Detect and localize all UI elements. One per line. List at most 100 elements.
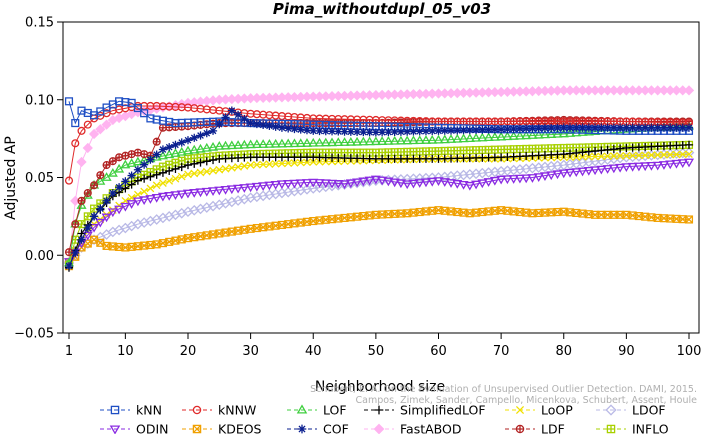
data-point-marker [353,127,362,137]
y-axis-title: Adjusted AP [3,136,19,220]
data-point-marker [251,139,262,149]
data-point-marker [458,180,469,190]
x-tick-label: 50 [368,344,385,359]
data-point-marker [471,132,482,142]
data-point-marker [377,136,388,145]
data-point-marker [220,140,231,150]
data-point-marker [171,140,180,149]
data-point-marker [383,136,394,145]
data-point-marker [165,166,174,175]
data-point-marker [516,425,524,433]
data-point-marker [133,176,142,185]
data-point-marker [289,138,300,148]
data-point-marker [552,170,563,180]
legend-label: LDF [541,422,565,434]
data-point-marker [208,156,218,165]
data-point-marker [660,150,668,159]
data-point-marker [546,171,557,181]
data-point-marker [151,193,162,203]
data-point-marker [327,127,337,136]
data-point-marker [402,180,413,190]
data-point-marker [152,170,161,179]
data-point-marker [253,160,261,169]
data-point-marker [182,145,194,155]
data-point-marker [345,179,356,189]
data-point-marker [420,178,432,188]
data-point-marker [171,174,180,183]
data-point-marker [445,179,457,188]
data-point-marker [684,140,694,149]
data-point-marker [220,185,231,195]
data-point-marker [396,127,405,136]
data-point-marker [208,141,219,151]
data-point-marker [271,159,280,168]
data-point-marker [534,124,543,133]
data-point-marker [590,123,600,132]
legend-label: kNN [136,403,162,418]
data-point-marker [539,129,550,139]
data-point-marker [296,404,308,414]
data-point-marker [515,405,525,415]
data-point-marker [158,145,168,154]
data-point-marker [115,153,123,161]
data-point-marker [140,174,149,183]
data-point-marker [684,123,694,132]
data-point-marker [403,127,412,136]
data-point-marker [227,163,236,172]
data-point-marker [641,151,650,160]
data-point-marker [290,124,299,134]
data-point-marker [489,131,500,141]
data-point-marker [301,138,313,147]
data-point-marker [590,166,601,176]
data-point-marker [258,139,269,148]
data-point-marker [453,126,462,135]
data-point-marker [389,178,400,188]
data-point-marker [571,127,582,137]
data-point-marker [477,132,488,142]
data-point-marker [446,126,456,135]
data-point-marker [190,169,199,178]
data-point-marker [188,204,200,216]
data-point-marker [603,152,612,161]
data-point-marker [264,138,275,148]
data-point-marker [539,172,550,182]
data-point-marker [221,113,230,122]
data-point-marker [528,124,537,133]
y-tick-label: 0.00 [25,249,54,264]
data-point-marker [564,168,576,178]
data-point-marker [259,120,268,130]
data-point-marker [521,174,532,184]
data-point-marker [158,168,168,177]
data-point-marker [164,192,175,201]
data-point-marker [364,136,375,146]
data-point-marker [496,175,507,185]
data-point-marker [240,114,249,124]
data-point-marker [128,150,136,158]
data-point-marker [577,167,588,177]
data-point-marker [234,163,242,171]
data-point-marker [597,123,606,132]
data-point-marker [290,159,299,167]
data-point-marker [76,156,87,168]
data-point-marker [245,139,256,149]
data-point-marker [126,200,137,209]
legend-item-ldf: LDF [505,422,565,434]
data-point-marker [78,197,85,205]
data-point-marker [95,218,106,228]
data-point-marker [276,180,287,190]
data-point-marker [177,172,186,181]
data-point-marker [427,134,438,144]
data-point-marker [246,161,255,169]
data-point-marker [214,186,225,196]
data-point-marker [276,138,287,148]
data-point-marker [208,187,219,196]
data-point-marker [96,171,104,179]
data-point-marker [440,126,449,135]
data-point-marker [622,151,631,160]
data-point-marker [628,123,637,132]
data-point-marker [559,123,568,132]
data-point-marker [672,123,681,132]
data-point-marker [202,167,211,176]
data-point-marker [314,179,325,188]
